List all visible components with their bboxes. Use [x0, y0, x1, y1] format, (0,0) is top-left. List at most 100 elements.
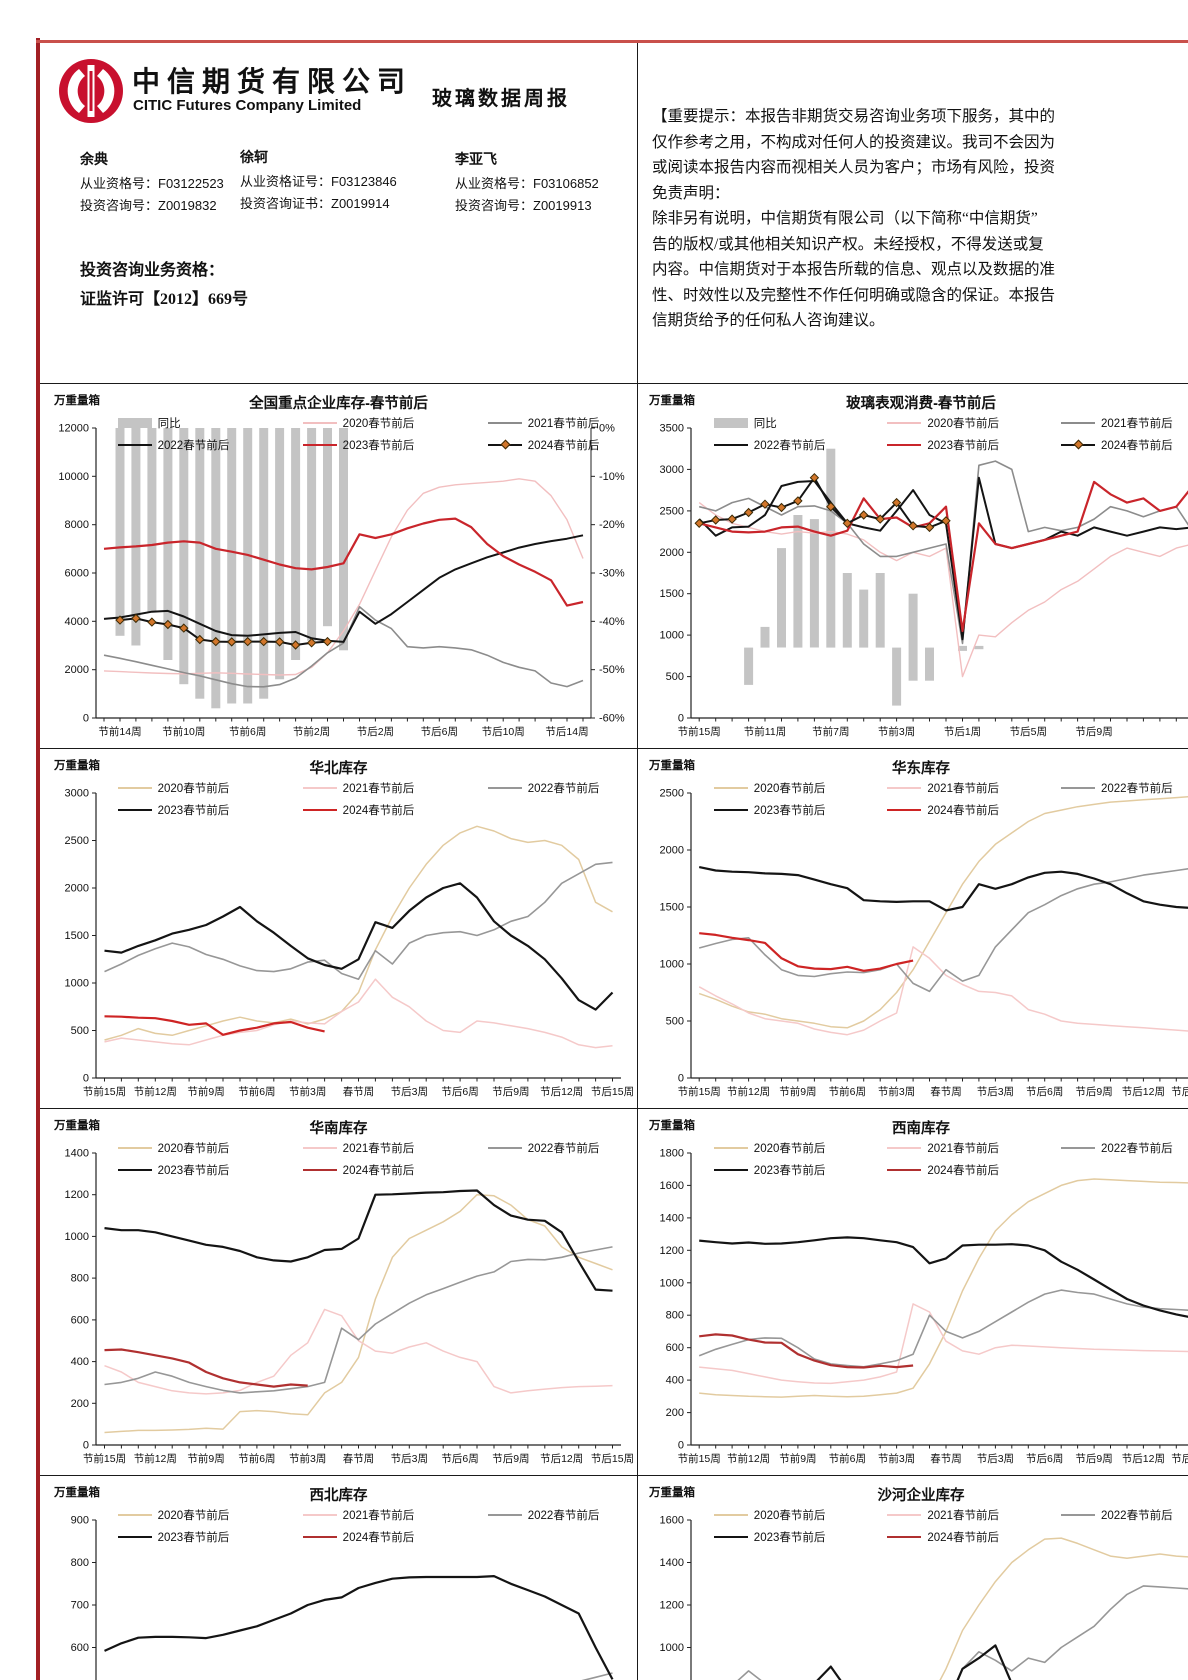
svg-text:1400: 1400	[660, 1557, 684, 1569]
svg-text:春节周: 春节周	[930, 1453, 962, 1465]
page-border-top	[36, 40, 1188, 43]
disclaimer-line: 或阅读本报告内容而视相关人员为客户；市场有风险，投资	[652, 159, 1056, 176]
svg-text:1600: 1600	[660, 1180, 684, 1192]
svg-text:1400: 1400	[65, 1148, 89, 1160]
svg-text:节前3周: 节前3周	[878, 1452, 915, 1465]
svg-text:200: 200	[71, 1398, 89, 1410]
svg-text:节后3周: 节后3周	[977, 1086, 1014, 1098]
svg-text:节前12周: 节前12周	[727, 1085, 770, 1098]
svg-text:3500: 3500	[660, 423, 684, 435]
svg-text:节前15周: 节前15周	[83, 1085, 126, 1098]
analyst-cert: 从业资格号：F03106852	[455, 176, 599, 191]
svg-text:节前9周: 节前9周	[779, 1452, 816, 1465]
svg-text:节前12周: 节前12周	[727, 1452, 770, 1465]
svg-text:节前3周: 节前3周	[289, 1452, 326, 1465]
svg-text:节后6周: 节后6周	[421, 726, 458, 738]
chart-title: 全国重点企业库存-春节前后	[249, 396, 428, 412]
svg-text:2000: 2000	[660, 547, 684, 559]
disclaimer-line: 除非另有说明，中信期货有限公司（以下简称“中信期货”	[652, 210, 1038, 227]
row-divider	[40, 383, 1188, 384]
chart-title: 华北库存	[309, 761, 368, 777]
svg-text:6000: 6000	[65, 568, 89, 580]
svg-text:节前6周: 节前6周	[829, 1085, 866, 1098]
svg-text:节前15周: 节前15周	[678, 1452, 721, 1465]
svg-text:0: 0	[83, 1440, 89, 1452]
axis-unit-label: 万重量箱	[649, 760, 695, 772]
svg-text:节前12周: 节前12周	[134, 1085, 177, 1098]
svg-text:节后9周: 节后9周	[492, 1086, 529, 1098]
svg-text:节前15周: 节前15周	[83, 1452, 126, 1465]
analyst-name: 李亚飞	[455, 151, 497, 167]
svg-text:节后3周: 节后3周	[391, 1453, 428, 1465]
svg-text:节前3周: 节前3周	[878, 1085, 915, 1098]
svg-text:节前11周: 节前11周	[744, 725, 786, 738]
company-name-cn: 中信期货有限公司	[132, 66, 413, 97]
svg-text:0: 0	[83, 1073, 89, 1085]
svg-text:500: 500	[666, 671, 684, 683]
chart-plot: 12000 10000 8000 6000 4000 2000 0 节前14周 节前10周 节前6…	[58, 423, 625, 739]
svg-text:节后15周: 节后15周	[591, 1086, 634, 1098]
svg-text:2000: 2000	[65, 664, 89, 676]
row-divider	[40, 1475, 1188, 1476]
svg-text:400: 400	[666, 1375, 684, 1387]
chart-title: 沙河企业库存	[877, 1488, 965, 1504]
svg-text:春节周: 春节周	[930, 1086, 962, 1098]
analyst-advisory: 投资咨询证书：Z0019914	[240, 196, 390, 211]
disclaimer-line: 告的版权/或其他相关知识产权。未经授权，不得发送或复	[652, 235, 1044, 253]
svg-text:节后12周: 节后12周	[1122, 1453, 1165, 1465]
disclaimer-line: 性、时效性以及完整性不作任何明确或隐含的保证。本报告	[652, 286, 1056, 304]
svg-text:800: 800	[71, 1273, 89, 1285]
svg-text:节后2周: 节后2周	[357, 726, 394, 738]
svg-text:节前12周: 节前12周	[134, 1452, 177, 1465]
svg-text:2500: 2500	[660, 505, 684, 517]
analyst-advisory: 投资咨询号：Z0019913	[455, 198, 592, 213]
svg-text:节后10周: 节后10周	[482, 726, 525, 738]
chart-southwest-inventory: 万重量箱 西南库存 1800 1600 1400 1200 1000 800 600 400 2…	[641, 1109, 1188, 1475]
svg-text:节后9周: 节后9周	[1075, 726, 1112, 738]
svg-text:节前3周: 节前3周	[289, 1085, 326, 1098]
svg-text:400: 400	[71, 1356, 89, 1368]
axis-unit-label: 万重量箱	[649, 395, 695, 407]
svg-text:1000: 1000	[660, 1642, 684, 1654]
svg-text:节后3周: 节后3周	[391, 1086, 428, 1098]
svg-text:8000: 8000	[65, 519, 89, 531]
axis-unit-label: 万重量箱	[54, 1120, 100, 1132]
svg-text:1000: 1000	[660, 1277, 684, 1289]
svg-text:10000: 10000	[58, 471, 89, 483]
axis-unit-label: 万重量箱	[54, 760, 100, 772]
svg-text:0: 0	[83, 713, 89, 725]
chart-title: 西南库存	[892, 1121, 950, 1137]
svg-text:500: 500	[71, 1025, 89, 1037]
svg-text:-50%: -50%	[599, 664, 625, 676]
svg-text:节前7周: 节前7周	[812, 725, 849, 738]
svg-text:0%: 0%	[599, 423, 615, 435]
svg-text:2000: 2000	[660, 845, 684, 857]
svg-text:200: 200	[666, 1407, 684, 1419]
disclaimer-line: 免责声明：	[652, 184, 730, 202]
svg-text:1200: 1200	[660, 1600, 684, 1612]
svg-text:4000: 4000	[65, 616, 89, 628]
svg-text:-20%: -20%	[599, 519, 625, 531]
svg-text:-30%: -30%	[599, 568, 625, 580]
svg-text:-60%: -60%	[599, 713, 625, 725]
svg-text:1000: 1000	[65, 978, 89, 990]
chart-east-china-inventory: 万重量箱 华东库存 2500 2000 1500 1000 500 0 节前15周 节前12周…	[641, 749, 1188, 1108]
chart-title: 西北库存	[309, 1488, 368, 1504]
svg-text:800: 800	[666, 1310, 684, 1322]
svg-text:2000: 2000	[65, 883, 89, 895]
svg-text:节后14周: 节后14周	[545, 726, 588, 738]
svg-text:节前15周: 节前15周	[678, 725, 721, 738]
svg-text:节前6周: 节前6周	[238, 1452, 275, 1465]
svg-text:节后6周: 节后6周	[441, 1086, 478, 1098]
svg-text:1000: 1000	[660, 959, 684, 971]
svg-text:节前9周: 节前9周	[187, 1452, 224, 1465]
svg-text:节后15周: 节后15周	[591, 1453, 634, 1465]
svg-text:节前6周: 节前6周	[829, 1452, 866, 1465]
svg-text:节后6周: 节后6周	[1026, 1086, 1063, 1098]
axis-unit-label: 万重量箱	[54, 395, 100, 407]
company-name-en: CITIC Futures Company Limited	[133, 97, 362, 114]
qualification-line: 投资咨询业务资格：	[80, 262, 225, 279]
